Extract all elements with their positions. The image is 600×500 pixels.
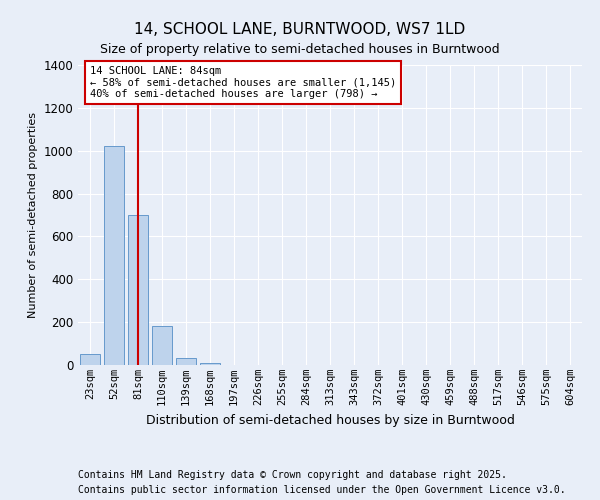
X-axis label: Distribution of semi-detached houses by size in Burntwood: Distribution of semi-detached houses by … bbox=[146, 414, 514, 426]
Bar bbox=[152, 326, 172, 365]
Bar bbox=[176, 358, 196, 365]
Text: Contains public sector information licensed under the Open Government Licence v3: Contains public sector information licen… bbox=[78, 485, 566, 495]
Text: Size of property relative to semi-detached houses in Burntwood: Size of property relative to semi-detach… bbox=[100, 42, 500, 56]
Bar bbox=[200, 364, 220, 365]
Text: 14, SCHOOL LANE, BURNTWOOD, WS7 1LD: 14, SCHOOL LANE, BURNTWOOD, WS7 1LD bbox=[134, 22, 466, 38]
Text: Contains HM Land Registry data © Crown copyright and database right 2025.: Contains HM Land Registry data © Crown c… bbox=[78, 470, 507, 480]
Bar bbox=[128, 215, 148, 365]
Bar bbox=[104, 146, 124, 365]
Bar bbox=[80, 354, 100, 365]
Y-axis label: Number of semi-detached properties: Number of semi-detached properties bbox=[28, 112, 38, 318]
Text: 14 SCHOOL LANE: 84sqm
← 58% of semi-detached houses are smaller (1,145)
40% of s: 14 SCHOOL LANE: 84sqm ← 58% of semi-deta… bbox=[90, 66, 396, 100]
